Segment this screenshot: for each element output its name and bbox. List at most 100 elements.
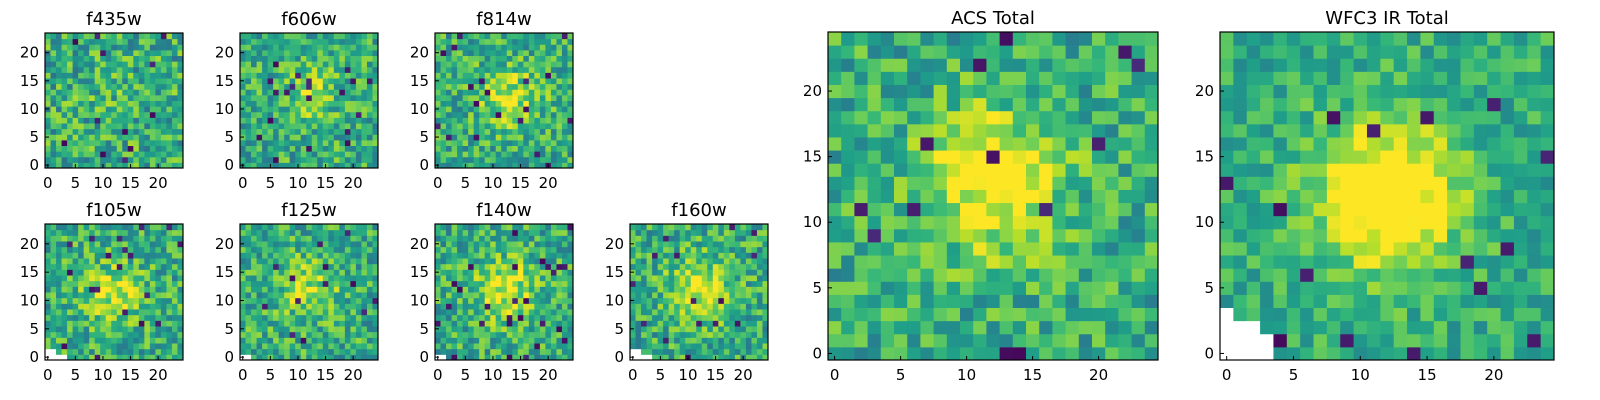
heatmap-cell (61, 162, 68, 169)
heatmap-cell (545, 275, 552, 282)
heatmap-cell (122, 286, 129, 293)
heatmap-cell (457, 337, 464, 344)
heatmap-cell (451, 246, 458, 253)
heatmap-cell (328, 139, 335, 147)
heatmap-cell (495, 241, 502, 248)
heatmap-cell (155, 33, 162, 40)
heatmap-cell (100, 252, 107, 259)
heatmap-cell (245, 229, 252, 236)
heatmap-cell (517, 111, 524, 118)
heatmap-cell (267, 61, 274, 68)
heatmap-cell (267, 123, 274, 130)
heatmap-cell (306, 100, 313, 107)
heatmap-cell (468, 83, 475, 90)
heatmap-cell (828, 346, 842, 361)
heatmap-cell (440, 286, 447, 293)
heatmap-cell (50, 111, 57, 118)
heatmap-cell (762, 303, 769, 310)
heatmap-cell (484, 106, 491, 113)
heatmap-cell (344, 343, 351, 350)
heatmap-cell (300, 269, 307, 276)
heatmap-cell (166, 297, 173, 304)
heatmap-cell (45, 292, 52, 299)
heatmap-cell (646, 326, 653, 333)
heatmap-cell (462, 44, 469, 51)
heatmap-cell (1026, 163, 1040, 177)
heatmap-cell (556, 229, 563, 236)
heatmap-cell (534, 275, 541, 282)
heatmap-cell (328, 100, 335, 107)
heatmap-cell (116, 61, 123, 68)
heatmap-cell (149, 235, 156, 242)
heatmap-cell (333, 246, 340, 253)
heatmap-cell (501, 229, 508, 236)
heatmap-cell (539, 78, 546, 85)
heatmap-cell (350, 55, 357, 62)
heatmap-cell (89, 275, 96, 282)
heatmap-cell (105, 309, 112, 316)
heatmap-cell (685, 269, 692, 276)
heatmap-cell (311, 44, 318, 51)
heatmap-cell (512, 100, 519, 107)
heatmap-cell (517, 38, 524, 45)
heatmap-cell (740, 326, 747, 333)
heatmap-cell (1118, 241, 1133, 256)
heatmap-cell (273, 83, 280, 90)
heatmap-cell (89, 252, 96, 259)
heatmap-cell (907, 255, 921, 269)
heatmap-cell (490, 320, 497, 327)
heatmap-cell (251, 348, 258, 355)
heatmap-cell (907, 320, 921, 335)
heatmap-cell (366, 343, 373, 350)
heatmap-cell (1078, 202, 1093, 217)
heatmap-cell (490, 33, 497, 40)
heatmap-cell (701, 241, 708, 248)
heatmap-cell (473, 94, 480, 102)
heatmap-cell (523, 224, 530, 231)
heatmap-cell (567, 38, 574, 45)
heatmap-cell (72, 292, 79, 299)
heatmap-cell (490, 337, 497, 344)
heatmap-cell (1092, 136, 1106, 151)
heatmap-cell (166, 100, 173, 107)
heatmap-cell (828, 110, 842, 125)
heatmap-cell (462, 100, 469, 107)
heatmap-cell (366, 33, 373, 40)
heatmap-cell (907, 97, 921, 112)
heatmap-cell (635, 326, 642, 333)
heatmap-cell (723, 331, 730, 338)
heatmap-cell (366, 235, 373, 242)
heatmap-cell (256, 100, 263, 107)
heatmap-cell (273, 263, 280, 270)
heatmap-cell (999, 110, 1014, 125)
heatmap-cell (1092, 333, 1106, 348)
heatmap-cell (278, 343, 285, 350)
heatmap-cell (1065, 136, 1080, 151)
heatmap-cell (451, 303, 458, 310)
heatmap-cell (372, 38, 379, 45)
heatmap-cell (712, 337, 719, 344)
heatmap-cell (160, 229, 167, 236)
heatmap-cell (457, 44, 464, 51)
heatmap-cell (729, 263, 736, 270)
heatmap-cell (56, 134, 63, 141)
heatmap-cell (245, 162, 252, 169)
heatmap-cell (350, 89, 357, 96)
heatmap-cell (166, 303, 173, 310)
heatmap-cell (138, 258, 145, 265)
heatmap-cell (1065, 241, 1080, 256)
heatmap-cell (468, 343, 475, 350)
heatmap-cell (355, 246, 362, 253)
heatmap-cell (457, 320, 464, 327)
heatmap-cell (72, 111, 79, 118)
heatmap-cell (344, 286, 351, 293)
heatmap-cell (556, 309, 563, 316)
heatmap-cell (556, 38, 563, 45)
heatmap-cell (262, 106, 269, 113)
heatmap-cell (262, 337, 269, 344)
heatmap-cell (446, 139, 453, 147)
heatmap-cell (284, 61, 291, 68)
heatmap-cell (517, 275, 524, 282)
heatmap-cell (251, 106, 258, 113)
heatmap-cell (635, 235, 642, 242)
